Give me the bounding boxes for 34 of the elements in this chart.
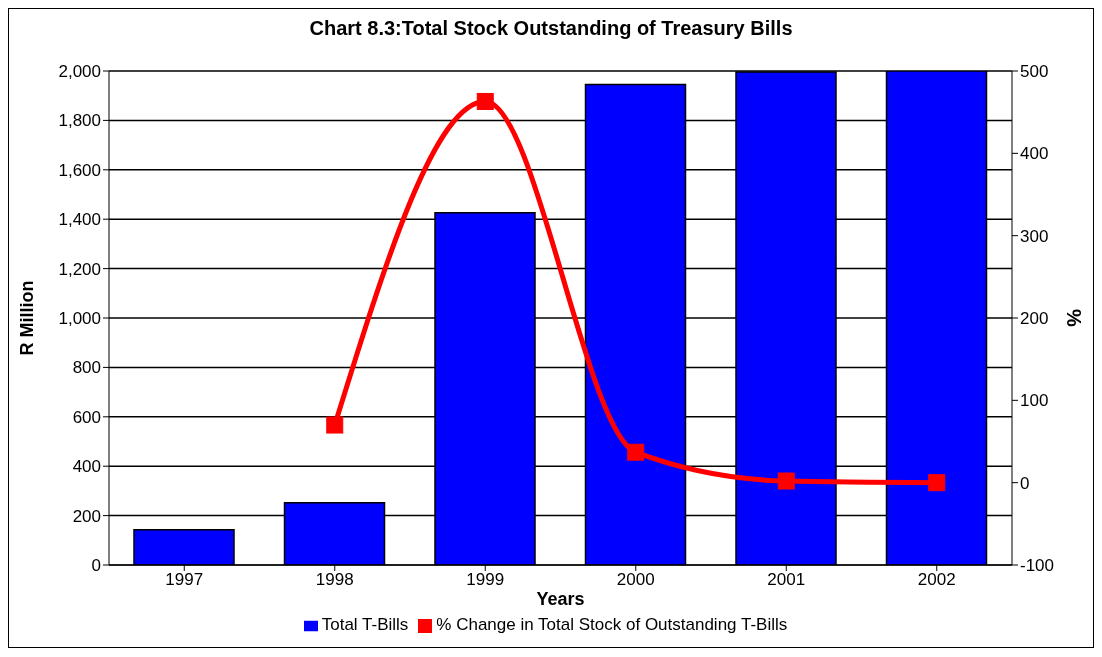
point [627,443,645,461]
y-axis-title: R Million [17,280,38,356]
y-tick-label: 1,800 [58,111,101,131]
y2-tick-label: 500 [1020,62,1049,82]
y-tick-label: 200 [72,506,101,526]
x-tick-label: 2001 [767,570,806,590]
y2-tick-label: -100 [1020,556,1055,576]
y-tick-label: 1,000 [58,309,101,329]
point [777,472,795,490]
legend-label: Total T-Bills [321,615,409,634]
y-tick-label: 400 [72,457,101,477]
y-tick-label: 1,400 [58,210,101,230]
chart-title: Chart 8.3:Total Stock Outstanding of Treasury Bills [308,17,794,40]
y2-tick-label: 200 [1020,309,1049,329]
x-tick-label: 2000 [616,570,655,590]
y2-axis-title: % [1062,309,1085,328]
x-tick-label: 2002 [917,570,956,590]
point [326,416,344,434]
y-tick-label: 1,600 [58,160,101,180]
y2-tick-label: 0 [1020,473,1030,493]
legend-label: % Change in Total Stock of Outstanding T-Bills [436,615,788,634]
x-tick-label: 1999 [466,570,505,590]
y2-tick-label: 100 [1020,391,1049,411]
x-tick-label: 1998 [315,570,354,590]
y2-tick-label: 400 [1020,144,1049,164]
x-axis-title: Years [536,589,585,609]
y-tick-label: 0 [91,556,101,576]
x-tick-label: 1997 [165,570,204,590]
point [928,474,946,492]
y2-tick-label: 300 [1020,226,1049,246]
y-tick-label: 1,200 [58,259,101,279]
y-tick-label: 800 [72,358,101,378]
y-tick-label: 2,000 [58,62,101,82]
y-tick-label: 600 [72,407,101,427]
